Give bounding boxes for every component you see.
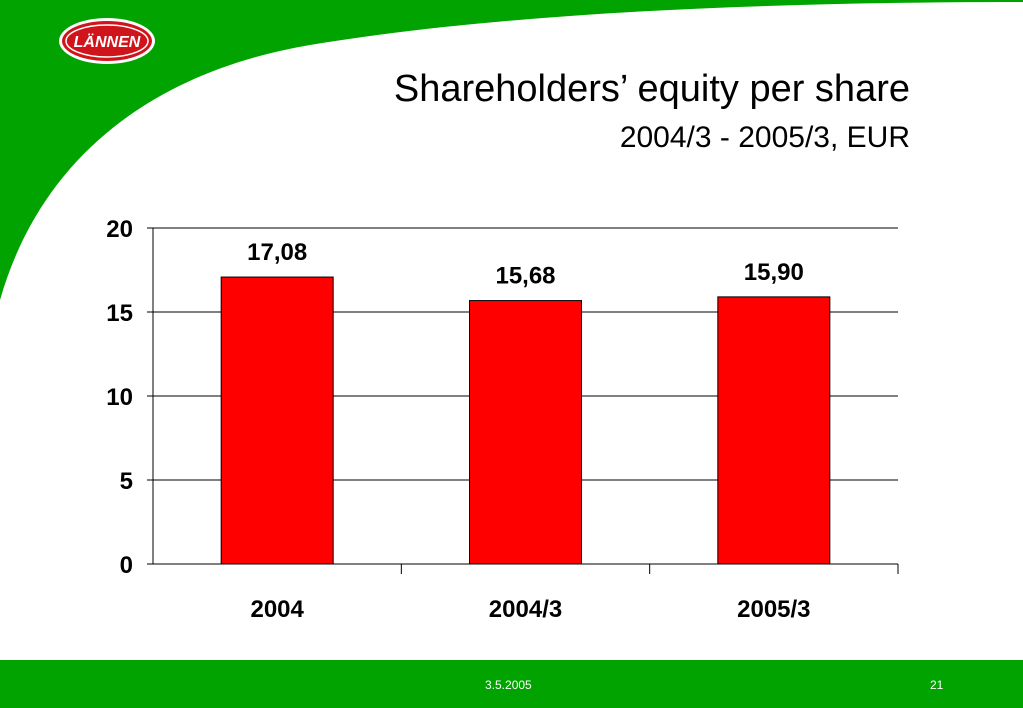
x-tick-label: 2005/3	[737, 596, 810, 623]
footer-bar: 3.5.2005 21	[0, 660, 1023, 708]
bar	[717, 296, 831, 565]
y-tick-label: 5	[120, 468, 133, 495]
y-tick-label: 10	[106, 384, 133, 411]
y-tick-label: 0	[120, 552, 133, 579]
bar-chart: 0 5 10 15 20 17,08 2004 15,68 2004/3 15,90 2005/3	[106, 216, 899, 623]
x-tick-label: 2004	[250, 596, 304, 623]
x-tick-label: 2004/3	[489, 596, 562, 623]
bar	[469, 300, 582, 565]
slide-subtitle: 2004/3 - 2005/3, EUR	[619, 121, 910, 154]
page-number: 21	[930, 678, 944, 692]
footer-date: 3.5.2005	[485, 678, 532, 692]
data-label: 17,08	[247, 239, 307, 266]
y-tick-label: 20	[106, 216, 133, 243]
data-label: 15,90	[744, 259, 804, 286]
slide-title: Shareholders’ equity per share	[393, 68, 910, 110]
y-tick-label: 15	[106, 300, 133, 327]
lannen-logo: LÄNNEN	[59, 18, 155, 64]
bar	[220, 276, 334, 565]
data-label: 15,68	[495, 263, 555, 290]
logo-text: LÄNNEN	[74, 33, 141, 51]
